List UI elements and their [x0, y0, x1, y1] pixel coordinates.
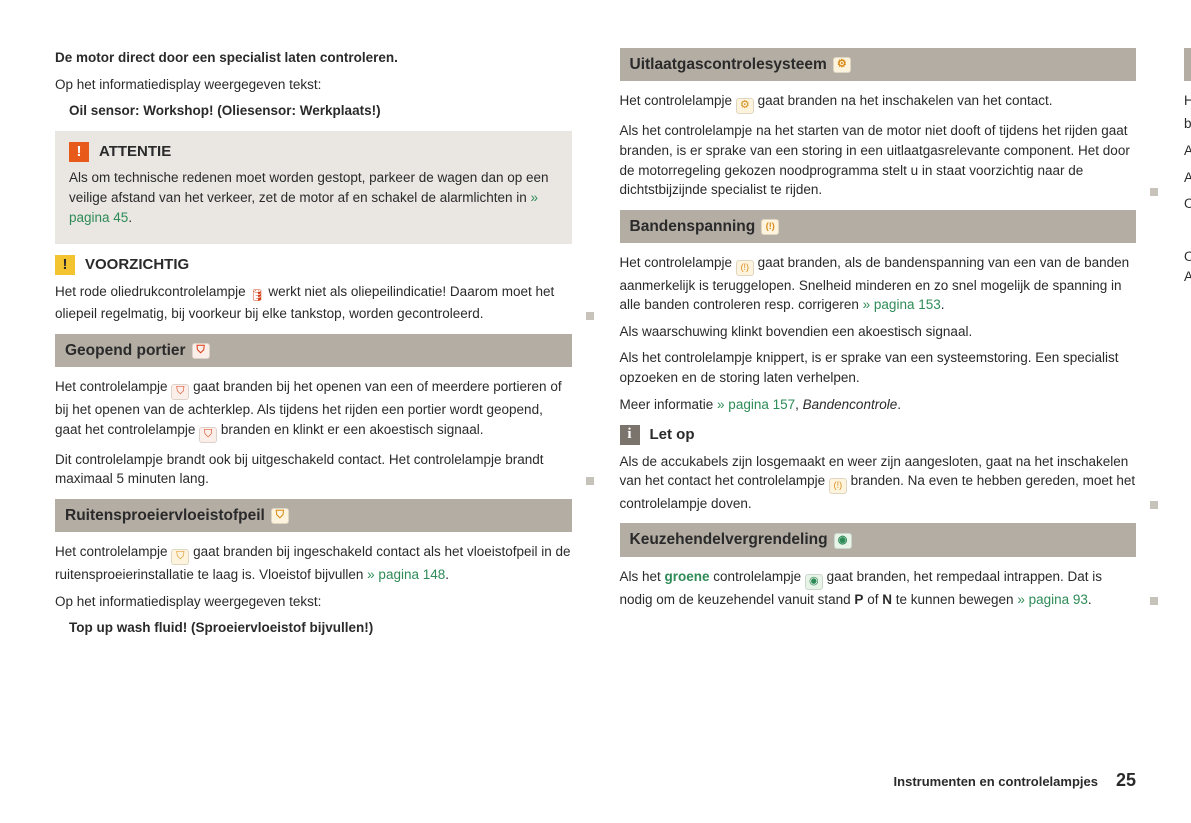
- info-icon: i: [620, 425, 640, 445]
- section-asr: Aandrijfslipregeling (ASR) ✲: [1184, 48, 1191, 81]
- uitlaat-p2: Als het controlelampje na het starten va…: [620, 121, 1137, 199]
- selector-icon: ◉: [805, 574, 823, 590]
- tire-icon: (!): [736, 260, 754, 276]
- page-footer: Instrumenten en controlelampjes 25: [894, 767, 1136, 793]
- intro-bold2: Oil sensor: Workshop! (Oliesensor: Werkp…: [55, 101, 572, 121]
- attentie-title: ATTENTIE: [99, 141, 171, 163]
- section-end-icon: [1150, 597, 1158, 605]
- letop-title: Let op: [650, 424, 695, 446]
- washer-icon: ⛉: [271, 508, 289, 524]
- page-ref-link[interactable]: » pagina 153: [863, 297, 941, 312]
- door-icon: ⛉: [171, 384, 189, 400]
- section-end-icon: [586, 477, 594, 485]
- banden-p1: Het controlelampje (!) gaat branden, als…: [620, 253, 1137, 315]
- page-ref-link[interactable]: » pagina 93: [1017, 592, 1088, 607]
- door-icon: ⛉: [192, 343, 210, 359]
- exhaust-icon: ⚙: [833, 57, 851, 73]
- asr-p5: Error: traction control (ASR) (Storing: …: [1184, 221, 1191, 241]
- door-icon: ⛉: [199, 427, 217, 443]
- asr-p2: Als tijdens het rijden een regelproces p…: [1184, 141, 1191, 161]
- footer-label: Instrumenten en controlelampjes: [894, 773, 1098, 792]
- banden-p4: Meer informatie » pagina 157, Bandencont…: [620, 395, 1137, 415]
- tire-icon: (!): [761, 219, 779, 235]
- intro-line2: Op het informatiedisplay weergegeven tek…: [55, 75, 572, 95]
- washer-icon: ⛉: [171, 549, 189, 565]
- banden-p3: Als het controlelampje knippert, is er s…: [620, 348, 1137, 387]
- ruiten-p2: Op het informatiedisplay weergegeven tek…: [55, 592, 572, 612]
- keuze-p1: Als het groene controlelampje ◉ gaat bra…: [620, 567, 1137, 610]
- section-keuze: Keuzehendelvergrendeling ◉: [620, 523, 1137, 556]
- intro-bold: De motor direct door een specialist late…: [55, 48, 572, 68]
- voorzichtig-title: VOORZICHTIG: [85, 254, 189, 276]
- section-banden: Bandenspanning (!): [620, 210, 1137, 243]
- section-end-icon: [1150, 501, 1158, 509]
- banden-p2: Als waarschuwing klinkt bovendien een ak…: [620, 322, 1137, 342]
- oilcan-icon: 🛢: [249, 287, 264, 304]
- asr-p1: Het controlelampje ✲ gaat bij het inscha…: [1184, 91, 1191, 134]
- section-end-icon: [586, 312, 594, 320]
- section-geopend: Geopend portier ⛉: [55, 334, 572, 367]
- page-ref-link[interactable]: » pagina 157: [717, 397, 795, 412]
- selector-icon: ◉: [834, 533, 852, 549]
- attentie-body: Als om technische redenen moet worden ge…: [69, 168, 558, 227]
- ruiten-p3: Top up wash fluid! (Sproeiervloeistof bi…: [55, 618, 572, 638]
- exhaust-icon: ⚙: [736, 98, 754, 114]
- warning-icon: !: [69, 142, 89, 162]
- section-ruiten: Ruitensproeiervloeistofpeil ⛉: [55, 499, 572, 532]
- page-ref-link[interactable]: » pagina 148: [367, 567, 445, 582]
- asr-p6: Omdat de ASR samenwerkt met het ABS, bra…: [1184, 247, 1191, 286]
- geopend-p1: Het controlelampje ⛉ gaat branden bij he…: [55, 377, 572, 443]
- letop-body: Als de accukabels zijn losgemaakt en wee…: [620, 452, 1137, 514]
- ruiten-p1: Het controlelampje ⛉ gaat branden bij in…: [55, 542, 572, 585]
- section-uitlaat: Uitlaatgascontrolesysteem ⚙: [620, 48, 1137, 81]
- voorzichtig-body: Het rode oliedrukcontrolelampje 🛢 werkt …: [55, 282, 572, 324]
- uitlaat-p1: Het controlelampje ⚙ gaat branden na het…: [620, 91, 1137, 114]
- caution-icon: !: [55, 255, 75, 275]
- attentie-box: ! ATTENTIE Als om technische redenen moe…: [55, 131, 572, 244]
- asr-p3: Als in het ASR-systeem een storing aanwe…: [1184, 168, 1191, 188]
- asr-p4: Op het informatiedisplay weergegeven tek…: [1184, 194, 1191, 214]
- geopend-p2: Dit controlelampje brandt ook bij uitges…: [55, 450, 572, 489]
- section-end-icon: [1150, 188, 1158, 196]
- tire-icon: (!): [829, 478, 847, 494]
- page-number: 25: [1116, 767, 1136, 793]
